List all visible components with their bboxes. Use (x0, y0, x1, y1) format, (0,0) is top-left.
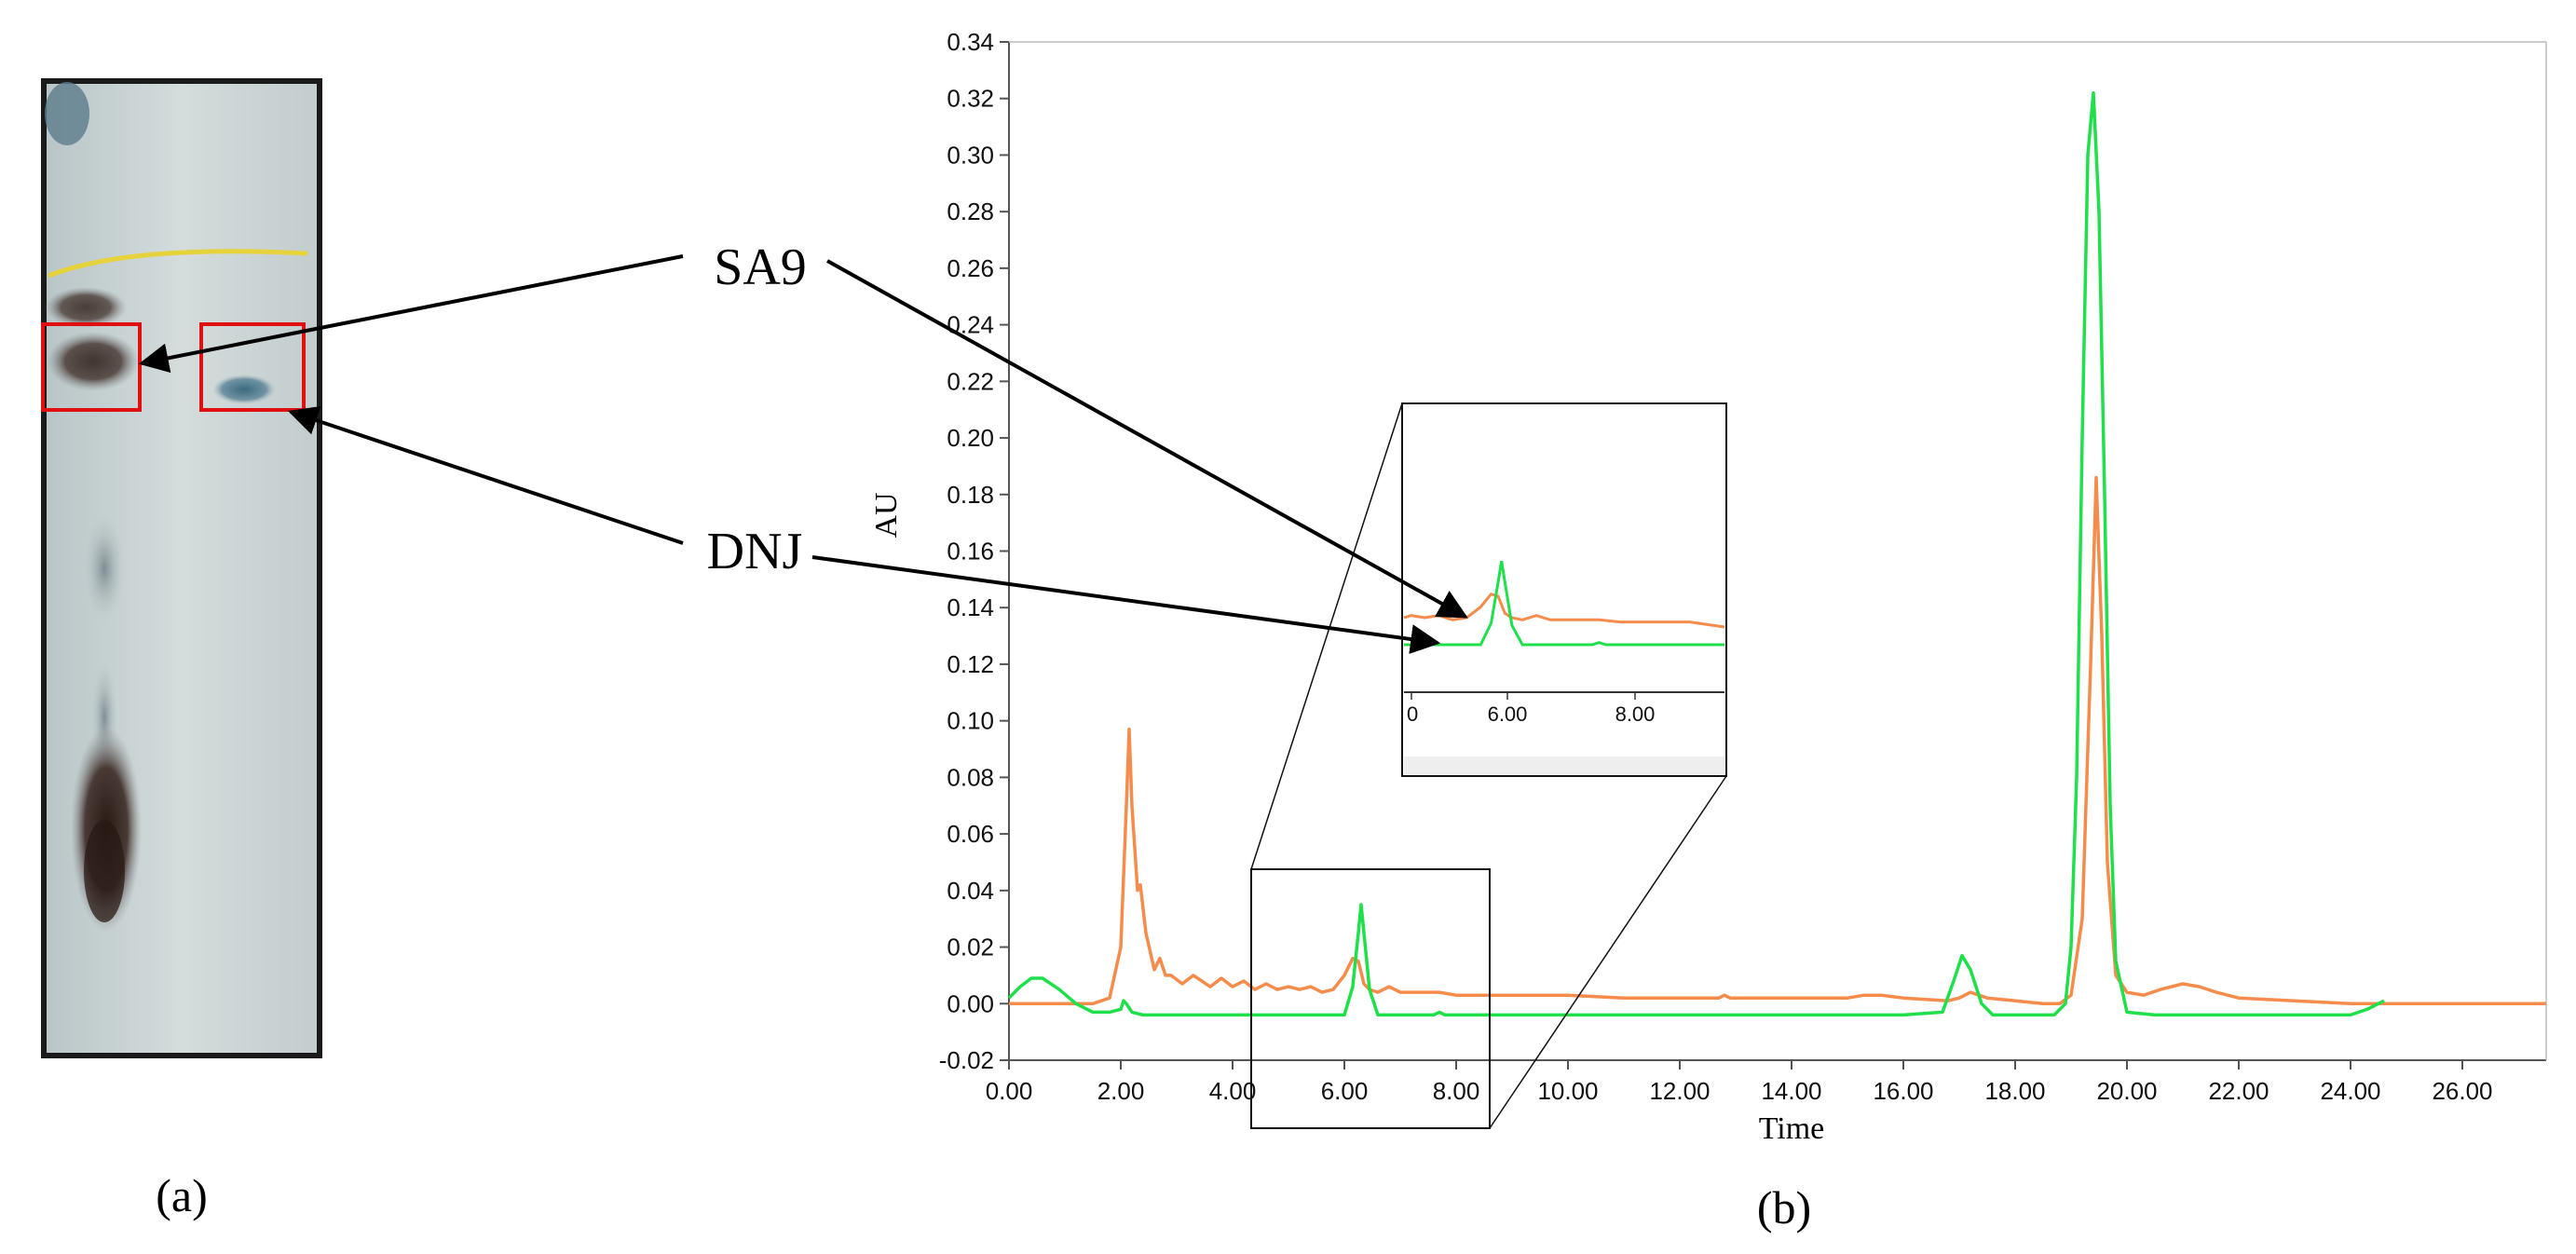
zoom-connector-right (1489, 775, 1727, 1129)
x-tick-label: 24.00 (2320, 1077, 2380, 1105)
x-tick-label: 16.00 (1873, 1077, 1933, 1105)
tlc-top-stain (45, 82, 89, 145)
panel-a-label: (a) (156, 1169, 208, 1221)
y-tick-label: 0.00 (947, 989, 994, 1017)
y-axis-title: AU (869, 492, 904, 538)
y-tick-label: 0.12 (947, 650, 994, 678)
y-tick-label: 0.10 (947, 707, 994, 735)
zoom-inset: 0 6.00 8.00 (1401, 402, 1727, 777)
tlc-spot-lane2-dnj (212, 375, 276, 404)
x-tick-label: 14.00 (1761, 1077, 1821, 1105)
y-tick-label: 0.04 (947, 877, 994, 905)
y-tick-label: 0.28 (947, 198, 994, 225)
x-tick-label: 8.00 (1433, 1077, 1480, 1105)
solvent-front-line (48, 249, 308, 279)
y-tick-label: 0.08 (947, 763, 994, 791)
arrow-sa9-to-inset (826, 259, 1468, 619)
tlc-smear-mid (84, 514, 125, 622)
zoom-inset-footer (1404, 756, 1724, 774)
inset-tick-label-1: 6.00 (1488, 702, 1528, 726)
tlc-highlight-box-lane2 (199, 322, 306, 412)
panel-b-label: (b) (1757, 1181, 1811, 1234)
arrow-dnj-to-inset (811, 555, 1441, 654)
tlc-plate-panel: (a) (41, 78, 322, 1221)
series-line-orange (1009, 475, 2546, 1006)
tlc-spot-lane1-sa9 (47, 332, 140, 391)
chart-plot: -0.02 0.00 0.02 0.04 0.06 0.08 0.10 0.12 0.14 0.1… (869, 28, 2547, 1146)
zoom-connector-left (1250, 402, 1403, 870)
y-tick-label: 0.16 (947, 538, 994, 566)
x-tick-label: 18.00 (1984, 1077, 2045, 1105)
x-tick-label: 22.00 (2208, 1077, 2269, 1105)
x-tick-label: 26.00 (2432, 1077, 2492, 1105)
callout-dnj: DNJ (707, 523, 803, 580)
y-tick-label: 0.02 (947, 934, 994, 961)
inset-series-green (1404, 561, 1724, 647)
x-tick-label: 0.00 (986, 1077, 1033, 1105)
zoom-source-box (1250, 868, 1491, 1129)
zoom-inset-frame (1401, 402, 1727, 777)
y-tick-label: 0.06 (947, 820, 994, 848)
x-axis-title: Time (1759, 1111, 1825, 1146)
x-tick-label: 2.00 (1097, 1077, 1145, 1105)
tlc-dark-spot-core (84, 820, 125, 922)
series-line-green (1007, 90, 2385, 1017)
y-tick-label: 0.26 (947, 254, 994, 282)
x-tick-label: 4.00 (1209, 1077, 1257, 1105)
x-tick-label: 12.00 (1649, 1077, 1710, 1105)
arrow-sa9-to-plate (138, 254, 684, 374)
tlc-spot-lane1-upper (45, 287, 127, 328)
x-tick-group: 0.00 2.00 4.00 6.00 8.00 10.00 12.00 14.00 16.00… (986, 1060, 2493, 1105)
y-tick-group: -0.02 0.00 0.02 0.04 0.06 0.08 0.10 0.12 0.14 0.1… (939, 28, 1009, 1074)
inset-tick-label-0: 0 (1407, 702, 1418, 726)
series-group (1007, 90, 2546, 1017)
x-tick-label: 10.00 (1537, 1077, 1598, 1105)
inset-tick-label-2: 8.00 (1615, 702, 1656, 726)
arrow-dnj-to-plate (287, 405, 684, 545)
y-tick-label: 0.20 (947, 424, 994, 452)
y-tick-label: 0.14 (947, 593, 994, 621)
y-tick-label: -0.02 (939, 1046, 994, 1074)
y-tick-label: 0.32 (947, 85, 994, 113)
x-tick-label: 20.00 (2096, 1077, 2157, 1105)
callout-sa9: SA9 (714, 239, 807, 296)
x-tick-label: 6.00 (1321, 1077, 1369, 1105)
y-tick-label: 0.18 (947, 481, 994, 509)
y-tick-label: 0.30 (947, 141, 994, 169)
callouts: SA9 DNJ (138, 239, 1468, 654)
y-tick-label: 0.24 (947, 311, 994, 339)
y-tick-label: 0.34 (947, 28, 994, 56)
y-tick-label: 0.22 (947, 367, 994, 395)
